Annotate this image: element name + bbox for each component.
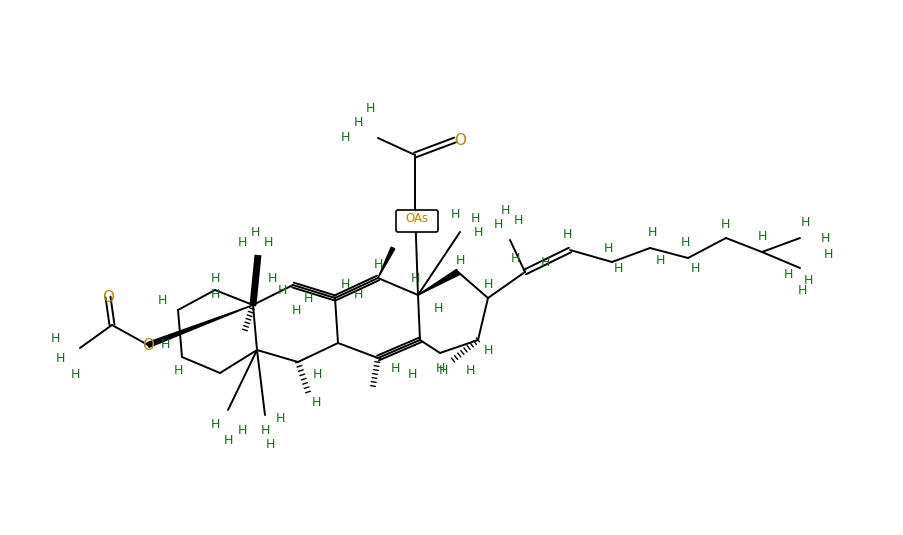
Text: H: H — [390, 362, 399, 374]
Text: H: H — [260, 424, 269, 437]
Text: H: H — [173, 363, 182, 377]
Text: H: H — [407, 369, 416, 381]
Text: H: H — [720, 218, 729, 232]
Text: O: O — [142, 338, 154, 353]
Text: H: H — [210, 418, 219, 432]
FancyBboxPatch shape — [396, 210, 438, 232]
Text: H: H — [210, 288, 219, 302]
Text: H: H — [435, 362, 444, 374]
Text: H: H — [655, 254, 664, 266]
Text: H: H — [823, 248, 832, 262]
Text: H: H — [157, 294, 166, 307]
Text: H: H — [465, 363, 474, 377]
Text: H: H — [493, 218, 502, 232]
Text: H: H — [237, 235, 247, 248]
Text: H: H — [782, 269, 792, 281]
Text: H: H — [311, 395, 321, 409]
Text: H: H — [483, 279, 492, 292]
Text: H: H — [513, 213, 522, 226]
Text: H: H — [275, 411, 284, 424]
Text: H: H — [312, 369, 321, 381]
Text: H: H — [303, 292, 312, 304]
Text: H: H — [291, 303, 301, 317]
Text: H: H — [353, 288, 362, 302]
Text: H: H — [470, 211, 479, 225]
Text: H: H — [510, 251, 519, 264]
Text: H: H — [690, 262, 699, 274]
Text: H: H — [799, 216, 809, 228]
Polygon shape — [147, 305, 253, 347]
Text: H: H — [51, 332, 60, 345]
Text: H: H — [438, 363, 447, 377]
Text: H: H — [562, 228, 571, 241]
Text: H: H — [680, 236, 689, 249]
Text: O: O — [453, 133, 465, 148]
Text: H: H — [499, 203, 509, 217]
Text: H: H — [237, 424, 247, 437]
Text: H: H — [796, 284, 805, 296]
Text: H: H — [483, 343, 492, 356]
Text: H: H — [819, 232, 829, 244]
Text: H: H — [277, 284, 286, 296]
Text: O: O — [102, 289, 114, 304]
Text: H: H — [210, 271, 219, 285]
Text: OAs: OAs — [405, 212, 428, 225]
Text: H: H — [473, 225, 482, 239]
Text: H: H — [647, 225, 656, 239]
Text: H: H — [250, 225, 259, 239]
Text: H: H — [803, 273, 812, 287]
Text: H: H — [757, 230, 766, 242]
Text: H: H — [433, 302, 442, 315]
Text: H: H — [365, 102, 374, 114]
Polygon shape — [377, 247, 395, 278]
Text: H: H — [340, 131, 349, 143]
Text: H: H — [263, 235, 273, 248]
Text: H: H — [455, 254, 464, 266]
Polygon shape — [417, 270, 459, 295]
Text: H: H — [373, 258, 382, 271]
Text: H: H — [450, 209, 460, 221]
Text: H: H — [223, 433, 232, 447]
Text: H: H — [602, 241, 612, 255]
Text: H: H — [340, 279, 349, 292]
Text: H: H — [267, 271, 276, 285]
Text: H: H — [353, 116, 362, 128]
Text: H: H — [540, 256, 549, 269]
Text: H: H — [70, 369, 79, 381]
Text: H: H — [410, 271, 419, 285]
Text: H: H — [265, 439, 275, 452]
Text: H: H — [160, 339, 170, 351]
Text: H: H — [612, 262, 622, 274]
Text: H: H — [55, 351, 65, 364]
